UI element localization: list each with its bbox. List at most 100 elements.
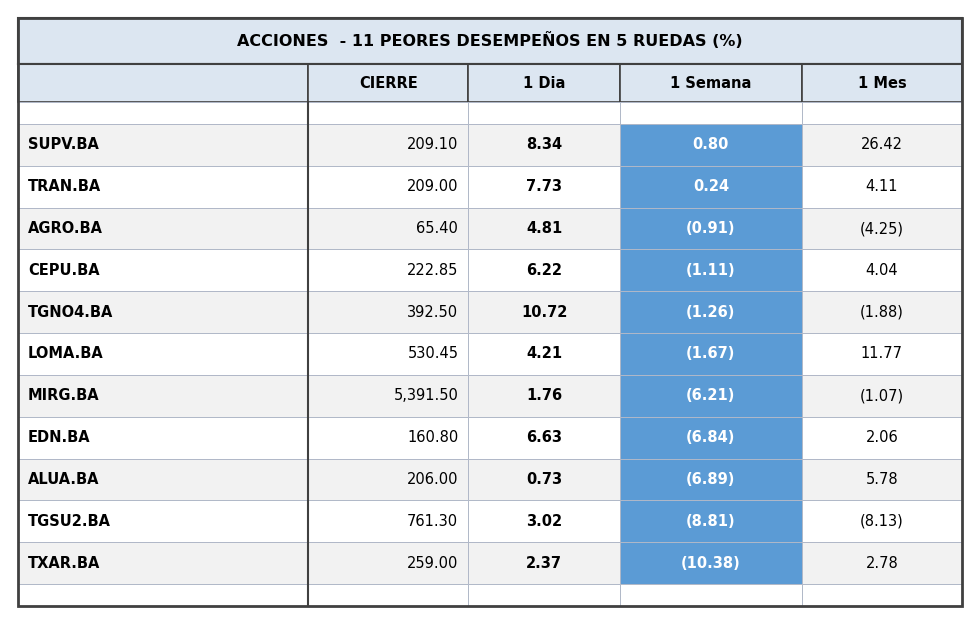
Bar: [18, 250, 308, 291]
Text: TGSU2.BA: TGSU2.BA: [28, 514, 111, 529]
Bar: [468, 208, 620, 250]
Text: 209.00: 209.00: [407, 179, 459, 194]
Text: 8.34: 8.34: [526, 137, 563, 152]
Bar: [18, 166, 308, 208]
Text: 1 Mes: 1 Mes: [858, 76, 906, 90]
Text: (1.07): (1.07): [859, 388, 904, 403]
Text: 1.76: 1.76: [526, 388, 563, 403]
Bar: [620, 542, 802, 584]
Text: (1.88): (1.88): [860, 305, 904, 319]
Bar: [468, 459, 620, 500]
Text: 11.77: 11.77: [860, 346, 903, 361]
Bar: [308, 291, 468, 333]
Bar: [468, 584, 620, 606]
Text: 6.63: 6.63: [526, 430, 563, 445]
Bar: [802, 291, 962, 333]
Text: 0.73: 0.73: [526, 472, 563, 487]
Bar: [620, 459, 802, 500]
Bar: [802, 542, 962, 584]
Text: 209.10: 209.10: [407, 137, 459, 152]
Text: (8.81): (8.81): [686, 514, 736, 529]
Bar: [468, 500, 620, 542]
Bar: [308, 417, 468, 459]
Bar: [802, 102, 962, 124]
Bar: [308, 375, 468, 417]
Bar: [620, 333, 802, 375]
Bar: [620, 291, 802, 333]
Bar: [620, 166, 802, 208]
Text: TRAN.BA: TRAN.BA: [28, 179, 101, 194]
Bar: [308, 250, 468, 291]
Text: (1.67): (1.67): [686, 346, 736, 361]
Bar: [802, 250, 962, 291]
Text: TGNO4.BA: TGNO4.BA: [28, 305, 114, 319]
Text: AGRO.BA: AGRO.BA: [28, 221, 103, 236]
Text: LOMA.BA: LOMA.BA: [28, 346, 104, 361]
Bar: [802, 333, 962, 375]
Bar: [468, 102, 620, 124]
Text: 5.78: 5.78: [865, 472, 899, 487]
Bar: [620, 102, 802, 124]
Bar: [18, 417, 308, 459]
Bar: [18, 208, 308, 250]
Bar: [802, 584, 962, 606]
Bar: [802, 375, 962, 417]
Bar: [18, 375, 308, 417]
Bar: [620, 375, 802, 417]
Text: 222.85: 222.85: [407, 263, 459, 278]
Text: 10.72: 10.72: [521, 305, 567, 319]
Bar: [468, 250, 620, 291]
Bar: [620, 250, 802, 291]
Bar: [308, 102, 468, 124]
Text: (1.11): (1.11): [686, 263, 736, 278]
Bar: [802, 166, 962, 208]
Bar: [308, 166, 468, 208]
Bar: [802, 459, 962, 500]
Bar: [308, 584, 468, 606]
Text: 4.04: 4.04: [865, 263, 899, 278]
Text: 65.40: 65.40: [416, 221, 459, 236]
Bar: [620, 208, 802, 250]
Text: 2.78: 2.78: [865, 555, 899, 570]
Bar: [468, 417, 620, 459]
Text: 26.42: 26.42: [860, 137, 903, 152]
Bar: [308, 124, 468, 166]
Bar: [18, 18, 962, 64]
Bar: [18, 542, 308, 584]
Text: CEPU.BA: CEPU.BA: [28, 263, 100, 278]
Bar: [802, 417, 962, 459]
Bar: [308, 542, 468, 584]
Text: TXAR.BA: TXAR.BA: [28, 555, 100, 570]
Text: 4.81: 4.81: [526, 221, 563, 236]
Bar: [802, 124, 962, 166]
Bar: [308, 64, 468, 102]
Bar: [468, 291, 620, 333]
Text: 0.80: 0.80: [693, 137, 729, 152]
Text: ACCIONES  - 11 PEORES DESEMPEÑOS EN 5 RUEDAS (%): ACCIONES - 11 PEORES DESEMPEÑOS EN 5 RUE…: [237, 32, 743, 49]
Bar: [308, 459, 468, 500]
Text: ALUA.BA: ALUA.BA: [28, 472, 100, 487]
Text: CIERRE: CIERRE: [359, 76, 417, 90]
Bar: [468, 542, 620, 584]
Text: 1 Semana: 1 Semana: [670, 76, 752, 90]
Text: SUPV.BA: SUPV.BA: [28, 137, 99, 152]
Bar: [620, 584, 802, 606]
Bar: [620, 124, 802, 166]
Text: MIRG.BA: MIRG.BA: [28, 388, 100, 403]
Text: (8.13): (8.13): [860, 514, 904, 529]
Bar: [18, 291, 308, 333]
Bar: [468, 166, 620, 208]
Bar: [308, 500, 468, 542]
Bar: [620, 500, 802, 542]
Bar: [18, 584, 308, 606]
Text: (4.25): (4.25): [859, 221, 904, 236]
Text: (6.84): (6.84): [686, 430, 736, 445]
Bar: [802, 208, 962, 250]
Text: 7.73: 7.73: [526, 179, 563, 194]
Text: 392.50: 392.50: [408, 305, 459, 319]
Bar: [18, 102, 308, 124]
Bar: [468, 375, 620, 417]
Text: EDN.BA: EDN.BA: [28, 430, 90, 445]
Text: 1 Dia: 1 Dia: [523, 76, 565, 90]
Bar: [620, 64, 802, 102]
